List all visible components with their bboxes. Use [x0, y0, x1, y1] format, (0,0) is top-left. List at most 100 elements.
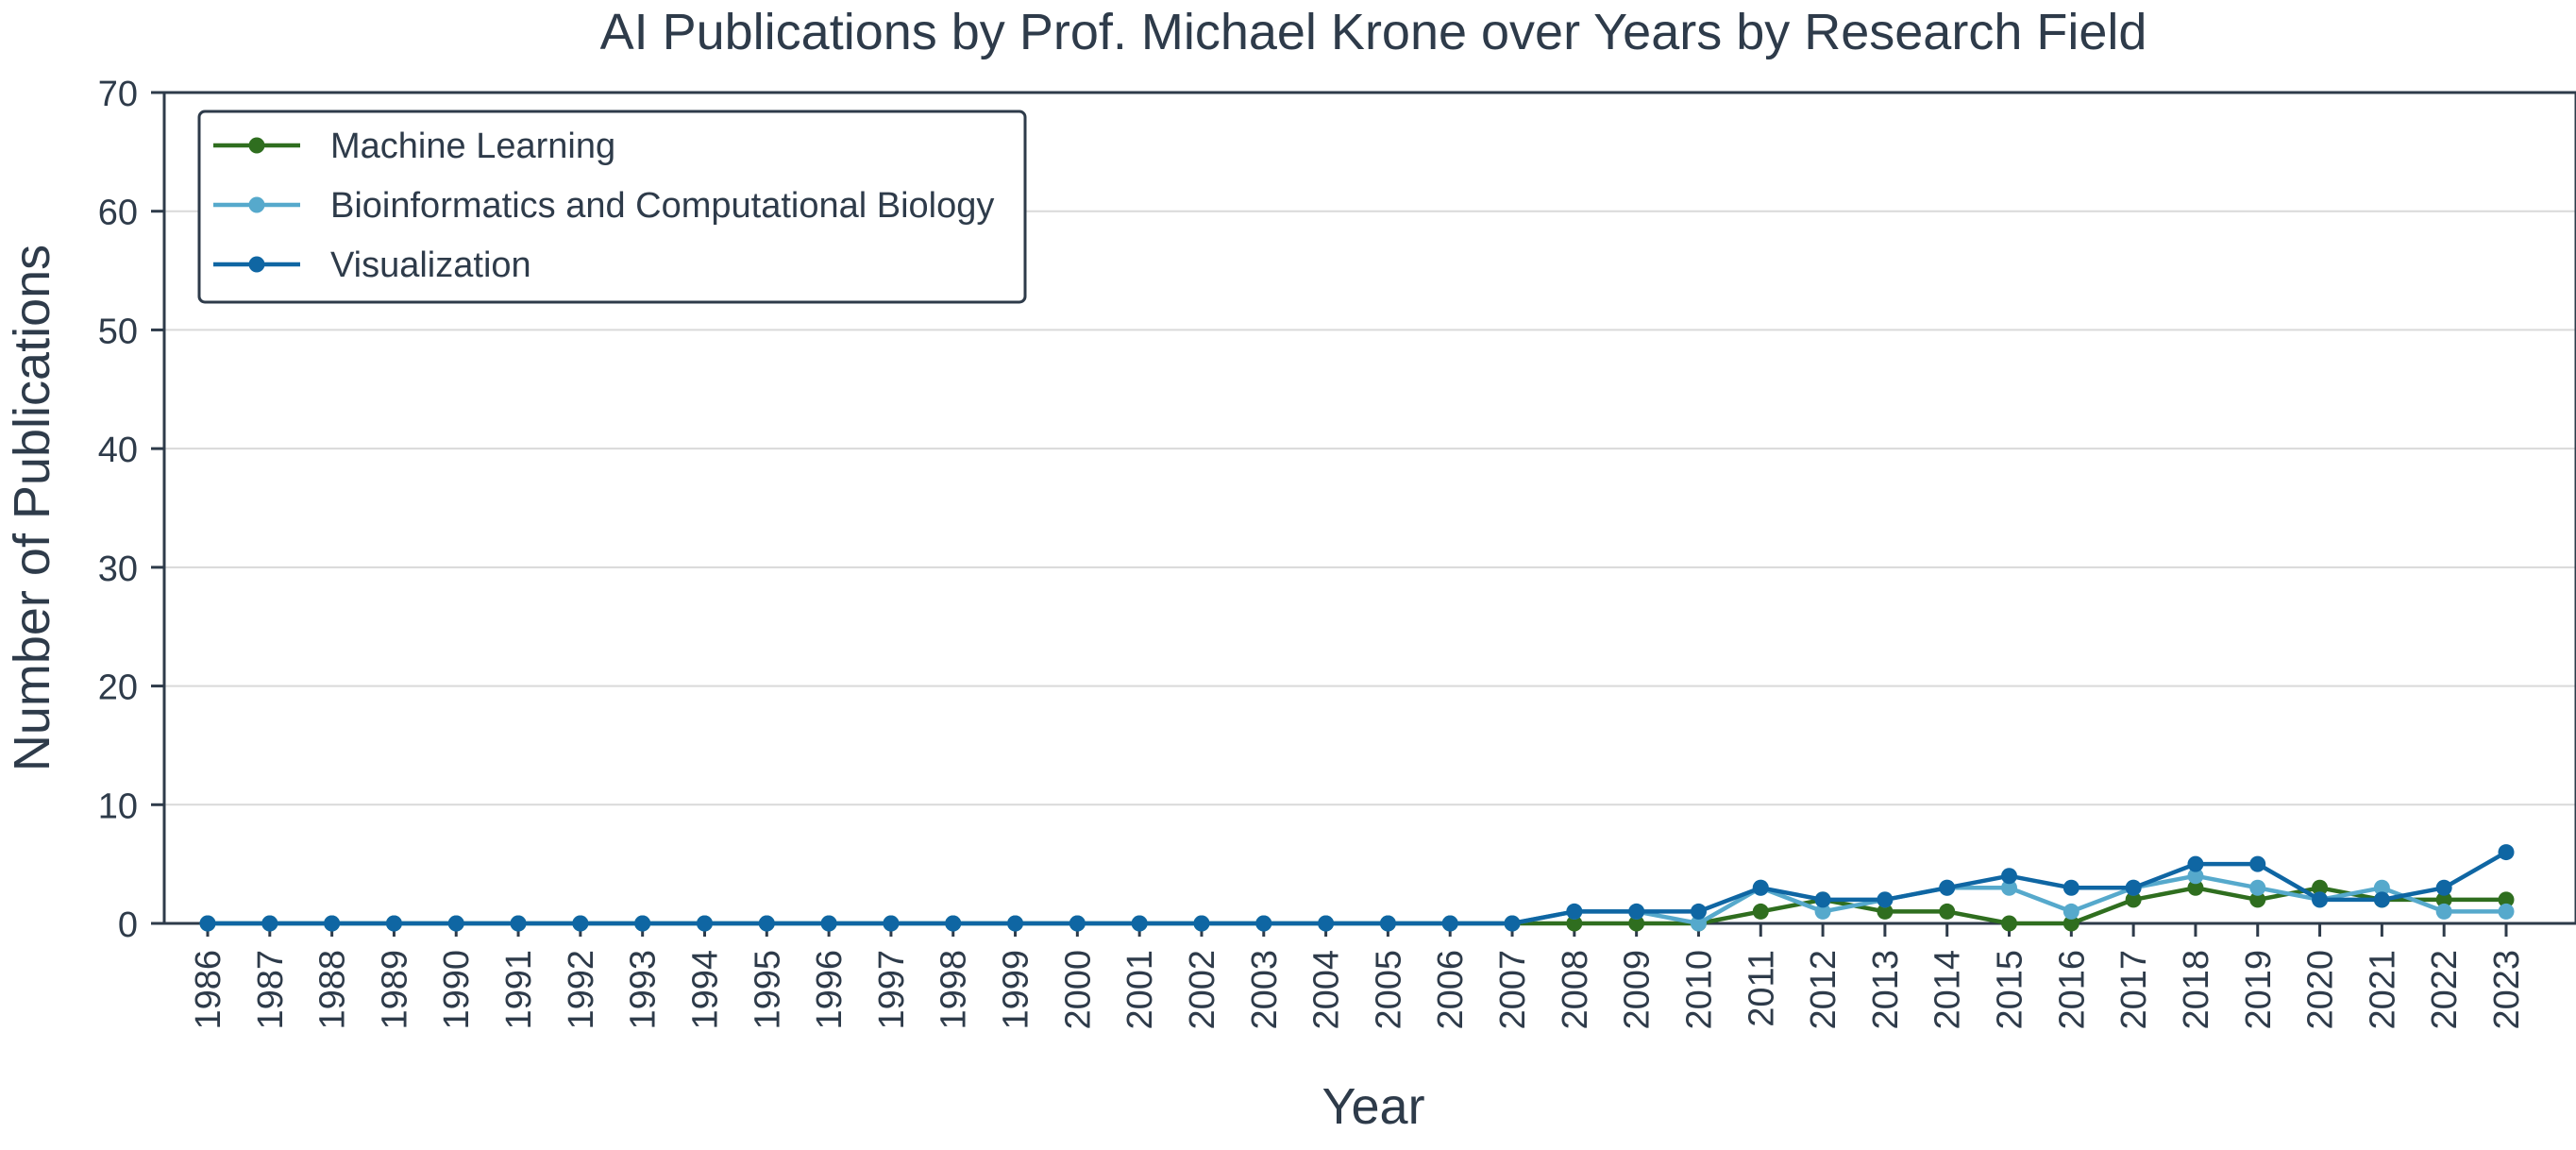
x-tick-label: 2008 [1556, 950, 1595, 1030]
legend-item: Bioinformatics and Computational Biology [213, 186, 994, 226]
x-tick-label: 2009 [1618, 950, 1658, 1030]
data-point [2001, 915, 2018, 932]
x-tick-label: 2005 [1369, 950, 1408, 1030]
data-point [1069, 915, 1086, 932]
data-point [2498, 903, 2515, 920]
data-point [1628, 903, 1645, 920]
data-point [1628, 915, 1645, 932]
data-point [758, 915, 775, 932]
x-tick-label: 1987 [251, 950, 291, 1030]
y-tick-label: 50 [98, 312, 138, 351]
x-tick-label: 1988 [313, 950, 353, 1030]
x-tick-label: 2016 [2052, 950, 2092, 1030]
data-point [1814, 891, 1831, 908]
x-tick-label: 1999 [997, 950, 1036, 1030]
legend-swatch-marker [248, 196, 265, 213]
data-point [2498, 844, 2515, 861]
y-tick-label: 10 [98, 786, 138, 826]
data-point [1690, 915, 1707, 932]
data-point [261, 915, 278, 932]
series-visualization [199, 844, 2515, 932]
x-tick-label: 2017 [2114, 950, 2154, 1030]
data-point [883, 915, 900, 932]
data-point [2312, 879, 2329, 896]
x-tick-label: 2014 [1928, 950, 1968, 1030]
data-point [1379, 915, 1396, 932]
data-point [2312, 891, 2329, 908]
x-tick-label: 2004 [1307, 950, 1347, 1030]
x-tick-label: 1993 [624, 950, 664, 1030]
x-tick-label: 1995 [748, 950, 787, 1030]
y-tick-label: 0 [118, 905, 138, 945]
x-tick-label: 2007 [1493, 950, 1533, 1030]
data-point [1939, 903, 1956, 920]
data-point [2001, 879, 2018, 896]
data-point [2001, 868, 2018, 885]
x-tick-label: 2020 [2301, 950, 2341, 1030]
x-tick-label: 2010 [1679, 950, 1719, 1030]
x-tick-label: 1997 [872, 950, 912, 1030]
legend: Machine Learning Bioinformatics and Compu… [197, 110, 1027, 304]
x-tick-label: 2021 [2363, 950, 2402, 1030]
data-point [1752, 879, 1769, 896]
y-axis-label: Number of Publications [4, 245, 60, 771]
data-point [1007, 915, 1024, 932]
x-tick-label: 2018 [2177, 950, 2216, 1030]
x-tick-label: 1990 [437, 950, 477, 1030]
data-point [199, 915, 216, 932]
data-point [1690, 903, 1707, 920]
data-point [2062, 903, 2079, 920]
data-point [447, 915, 464, 932]
series-line [208, 873, 2506, 926]
legend-item: Machine Learning [213, 127, 615, 166]
x-tick-label: 2011 [1742, 950, 1781, 1027]
data-point [1504, 915, 1521, 932]
series-line [208, 886, 2506, 926]
series-layer [199, 844, 2515, 932]
data-point [1939, 879, 1956, 896]
data-point [510, 915, 527, 932]
data-point [2435, 903, 2452, 920]
data-point [2062, 915, 2079, 932]
x-tick-label: 1986 [189, 950, 228, 1030]
data-point [1441, 915, 1458, 932]
data-point [2435, 891, 2452, 908]
data-point [385, 915, 402, 932]
legend-label: Machine Learning [330, 127, 615, 166]
x-tick-label: 2013 [1866, 950, 1906, 1030]
data-point [1193, 915, 1210, 932]
data-point [2373, 891, 2390, 908]
x-tick-label: 2001 [1120, 950, 1160, 1030]
data-point [324, 915, 341, 932]
data-point [2435, 879, 2452, 896]
data-point [1877, 891, 1894, 908]
data-point [2187, 879, 2204, 896]
legend-item: Visualization [213, 245, 531, 285]
data-point [2498, 891, 2515, 908]
y-tick-label: 40 [98, 431, 138, 470]
data-point [945, 915, 962, 932]
data-point [2373, 879, 2390, 896]
data-point [1877, 903, 1894, 920]
data-point [634, 915, 651, 932]
data-point [1566, 903, 1583, 920]
data-point [2249, 879, 2266, 896]
legend-box [197, 110, 1027, 304]
data-point [2187, 868, 2204, 885]
x-tick-label: 2019 [2239, 950, 2279, 1030]
y-tick-label: 70 [98, 75, 138, 114]
data-point [1814, 903, 1831, 920]
data-point [2249, 891, 2266, 908]
y-axis: 0 10 20 30 40 50 60 70 [98, 75, 164, 945]
x-tick-label: 1998 [934, 950, 974, 1030]
y-tick-label: 60 [98, 194, 138, 233]
x-axis-label: Year [1322, 1078, 1424, 1135]
data-point [572, 915, 589, 932]
data-point [2249, 855, 2266, 872]
x-tick-label: 1994 [685, 950, 725, 1030]
x-tick-label: 1996 [810, 950, 850, 1030]
chart-title: AI Publications by Prof. Michael Krone o… [600, 4, 2147, 60]
data-point [2125, 879, 2142, 896]
